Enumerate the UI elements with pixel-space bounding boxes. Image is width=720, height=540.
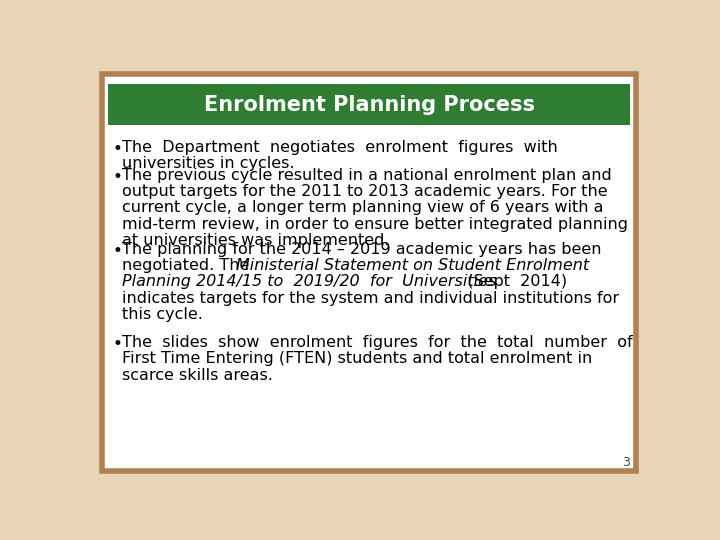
Text: Enrolment Planning Process: Enrolment Planning Process (204, 94, 534, 114)
Text: output targets for the 2011 to 2013 academic years. For the: output targets for the 2011 to 2013 acad… (122, 184, 608, 199)
Text: The planning for the 2014 – 2019 academic years has been: The planning for the 2014 – 2019 academi… (122, 242, 602, 257)
Text: scarce skills areas.: scarce skills areas. (122, 368, 273, 382)
Text: The previous cycle resulted in a national enrolment plan and: The previous cycle resulted in a nationa… (122, 168, 612, 183)
Text: Planning 2014/15 to  2019/20  for  Universities: Planning 2014/15 to 2019/20 for Universi… (122, 274, 497, 289)
FancyBboxPatch shape (108, 84, 630, 125)
Text: 3: 3 (622, 456, 630, 469)
Text: First Time Entering (FTEN) students and total enrolment in: First Time Entering (FTEN) students and … (122, 352, 593, 366)
Text: mid-term review, in order to ensure better integrated planning: mid-term review, in order to ensure bett… (122, 217, 629, 232)
Text: •: • (112, 140, 122, 158)
Text: this cycle.: this cycle. (122, 307, 203, 322)
Text: •: • (112, 242, 122, 260)
Text: Ministerial Statement on Student Enrolment: Ministerial Statement on Student Enrolme… (236, 258, 590, 273)
Text: current cycle, a longer term planning view of 6 years with a: current cycle, a longer term planning vi… (122, 200, 604, 215)
Text: at universities was implemented.: at universities was implemented. (122, 233, 390, 248)
Text: •: • (112, 335, 122, 353)
Text: universities in cycles.: universities in cycles. (122, 156, 295, 171)
Text: indicates targets for the system and individual institutions for: indicates targets for the system and ind… (122, 291, 619, 306)
Text: (Sept  2014): (Sept 2014) (457, 274, 567, 289)
Text: The  slides  show  enrolment  figures  for  the  total  number  of: The slides show enrolment figures for th… (122, 335, 633, 350)
Text: •: • (112, 168, 122, 186)
Text: The  Department  negotiates  enrolment  figures  with: The Department negotiates enrolment figu… (122, 140, 558, 154)
Text: negotiated. The: negotiated. The (122, 258, 255, 273)
FancyBboxPatch shape (102, 74, 636, 471)
